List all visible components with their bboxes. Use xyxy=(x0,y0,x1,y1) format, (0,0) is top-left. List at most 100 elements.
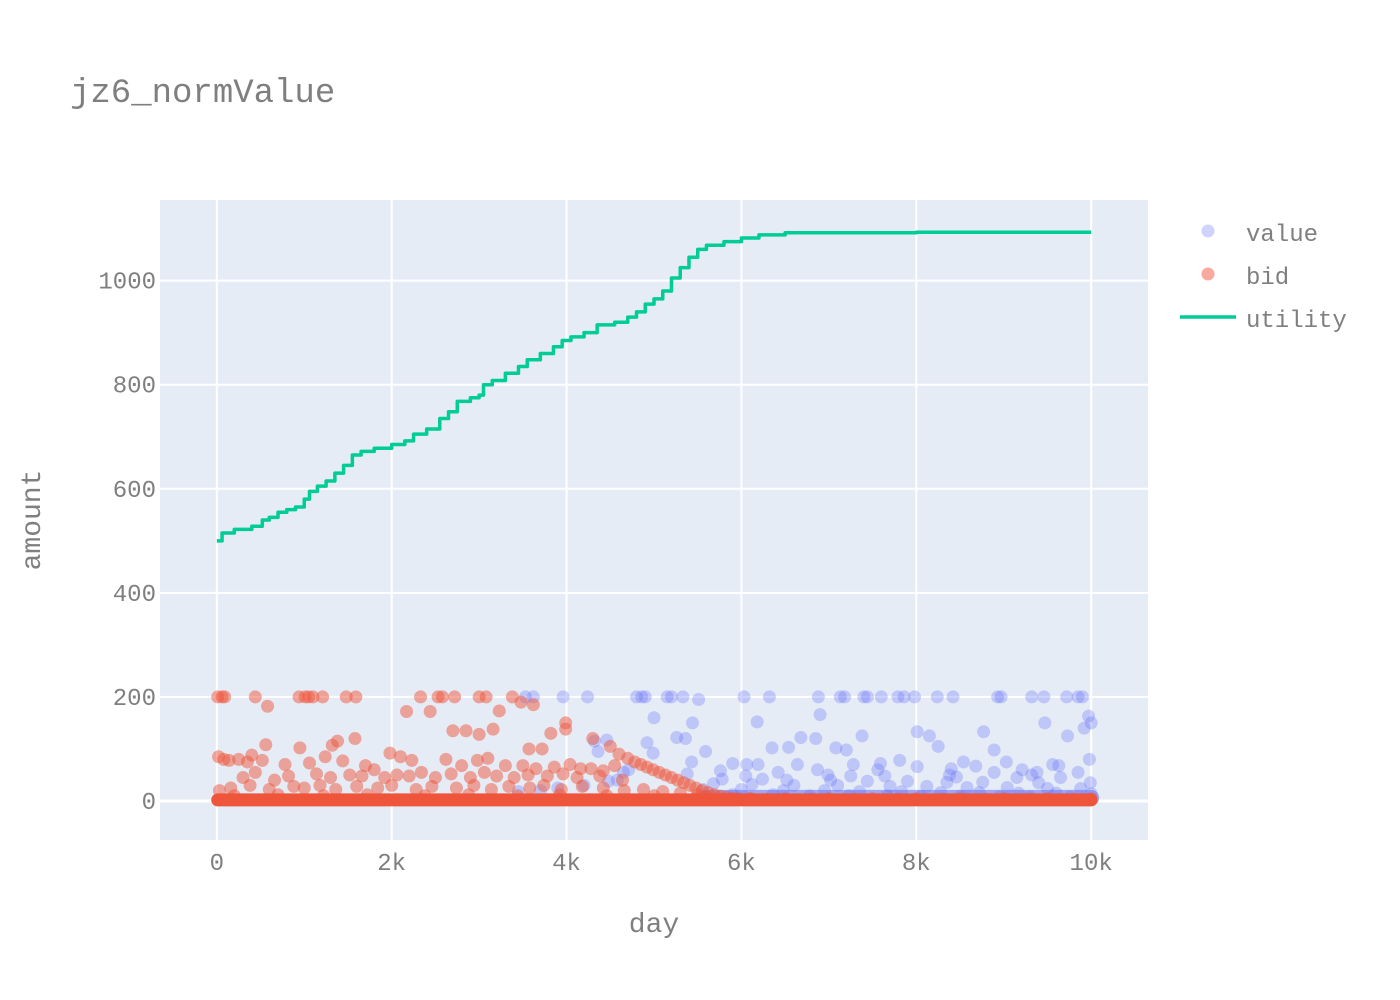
value-point xyxy=(771,765,785,779)
value-point xyxy=(922,729,936,743)
bid-point xyxy=(522,742,536,756)
bid-point xyxy=(584,762,598,776)
bid-point xyxy=(349,690,363,704)
value-point xyxy=(765,741,779,755)
legend-label-utility: utility xyxy=(1246,308,1347,335)
bid-point xyxy=(313,778,327,792)
value-point xyxy=(790,758,804,772)
value-point xyxy=(860,690,874,704)
value-point xyxy=(943,768,957,782)
value-point xyxy=(1061,729,1075,743)
bid-point xyxy=(402,769,416,783)
value-point xyxy=(1025,690,1039,704)
value-point xyxy=(874,690,888,704)
value-point xyxy=(930,690,944,704)
value-point xyxy=(1046,758,1060,772)
value-point xyxy=(591,745,605,759)
bid-point xyxy=(498,759,512,773)
value-point xyxy=(1083,776,1097,790)
value-point xyxy=(1060,690,1074,704)
value-point xyxy=(994,690,1008,704)
value-point xyxy=(829,741,843,755)
value-point xyxy=(969,759,983,773)
value-point xyxy=(556,690,570,704)
bid-point xyxy=(603,739,617,753)
bid-point xyxy=(637,783,651,797)
value-point xyxy=(976,775,990,789)
bid-point xyxy=(318,750,332,764)
value-point xyxy=(762,690,776,704)
value-point xyxy=(831,778,845,792)
x-axis-ticks: 0 2k 4k 6k 8k 10k xyxy=(210,851,1113,878)
x-tick-label: 10k xyxy=(1070,851,1113,878)
plot-area xyxy=(160,200,1148,840)
value-point xyxy=(745,777,759,791)
legend-label-bid: bid xyxy=(1246,265,1289,292)
bid-point xyxy=(477,765,491,779)
bid-point xyxy=(521,768,535,782)
utility-line xyxy=(216,230,1092,543)
y-tick-label: 200 xyxy=(113,686,156,713)
y-tick-label: 800 xyxy=(113,374,156,401)
value-point xyxy=(647,711,661,725)
value-point xyxy=(630,690,644,704)
x-tick-label: 8k xyxy=(902,851,931,878)
value-point xyxy=(1032,776,1046,790)
bid-point xyxy=(303,756,317,770)
value-point xyxy=(987,765,1001,779)
bid-point xyxy=(245,748,259,762)
value-point xyxy=(726,757,740,771)
value-point xyxy=(931,739,945,753)
value-point xyxy=(987,743,1001,757)
value-point xyxy=(713,764,727,778)
bid-point xyxy=(423,704,437,718)
bid-point xyxy=(323,771,337,785)
value-point xyxy=(715,772,729,786)
bid-point xyxy=(425,779,439,793)
bid-point xyxy=(400,704,414,718)
legend-item-bid[interactable]: bid xyxy=(1201,265,1290,292)
bid-point xyxy=(608,759,622,773)
value-point xyxy=(833,690,847,704)
value-point xyxy=(739,769,753,783)
bid-point xyxy=(563,758,577,772)
bid-point xyxy=(348,732,362,746)
value-point xyxy=(1054,771,1068,785)
value-point xyxy=(920,779,934,793)
value-point xyxy=(635,690,649,704)
value-point xyxy=(891,690,905,704)
bid-point xyxy=(278,758,292,772)
bid-point xyxy=(306,690,320,704)
bid-point xyxy=(514,695,528,709)
bid-point xyxy=(248,765,262,779)
legend-item-utility[interactable]: utility xyxy=(1180,308,1347,335)
bid-point xyxy=(261,699,275,713)
bid-point xyxy=(470,753,484,767)
value-point xyxy=(1071,765,1085,779)
value-point xyxy=(740,758,754,772)
value-point xyxy=(1082,709,1096,723)
value-point xyxy=(782,740,796,754)
value-point xyxy=(646,746,660,760)
value-point xyxy=(664,690,678,704)
value-point xyxy=(1071,690,1085,704)
bid-point xyxy=(259,738,273,752)
legend-item-value[interactable]: value xyxy=(1201,222,1319,249)
bid-point xyxy=(439,752,453,766)
value-point xyxy=(846,758,860,772)
bid-point xyxy=(459,724,473,738)
bid-point xyxy=(339,690,353,704)
bid-point xyxy=(329,783,343,797)
bid-point xyxy=(371,781,385,795)
value-point xyxy=(901,774,915,788)
value-point xyxy=(977,725,991,739)
y-axis-label: amount xyxy=(18,470,49,571)
bid-point xyxy=(486,722,500,736)
bid-point xyxy=(446,724,460,738)
series-layer xyxy=(211,230,1100,807)
bid-point xyxy=(448,690,462,704)
value-point xyxy=(1025,768,1039,782)
value-point xyxy=(751,758,765,772)
bid-point xyxy=(535,742,549,756)
